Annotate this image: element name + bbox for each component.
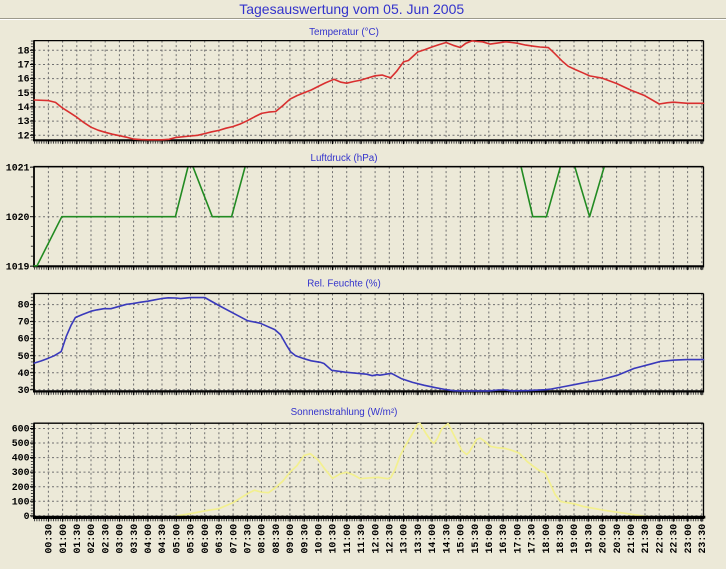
svg-text:400: 400 (12, 453, 30, 464)
svg-text:10:00: 10:00 (314, 524, 325, 554)
svg-text:09:30: 09:30 (299, 524, 310, 554)
svg-text:200: 200 (12, 482, 30, 493)
svg-text:80: 80 (18, 300, 30, 311)
svg-text:1020: 1020 (6, 212, 30, 223)
svg-text:01:00: 01:00 (58, 524, 69, 554)
svg-text:05:30: 05:30 (186, 524, 197, 554)
svg-text:Rel. Feuchte (%): Rel. Feuchte (%) (307, 278, 381, 289)
svg-text:13:30: 13:30 (413, 524, 424, 554)
svg-text:30: 30 (18, 385, 30, 396)
svg-text:02:00: 02:00 (86, 524, 97, 554)
svg-text:04:30: 04:30 (157, 524, 168, 554)
svg-text:12: 12 (18, 130, 30, 141)
svg-text:70: 70 (18, 317, 30, 328)
svg-text:01:30: 01:30 (72, 524, 83, 554)
svg-text:08:30: 08:30 (271, 524, 282, 554)
svg-text:20:30: 20:30 (612, 524, 623, 554)
svg-text:15:00: 15:00 (456, 524, 467, 554)
svg-text:17: 17 (18, 60, 30, 71)
svg-text:21:00: 21:00 (626, 524, 637, 554)
svg-text:Tagesauswertung vom 05. Jun 20: Tagesauswertung vom 05. Jun 2005 (239, 1, 464, 17)
svg-text:16:00: 16:00 (484, 524, 495, 554)
svg-text:18:30: 18:30 (555, 524, 566, 554)
svg-text:05:00: 05:00 (171, 524, 182, 554)
svg-text:1019: 1019 (6, 261, 30, 272)
svg-text:03:30: 03:30 (129, 524, 140, 554)
svg-text:07:30: 07:30 (243, 524, 254, 554)
svg-text:11:30: 11:30 (356, 524, 367, 554)
svg-text:21:30: 21:30 (640, 524, 651, 554)
svg-text:19:30: 19:30 (583, 524, 594, 554)
svg-text:07:00: 07:00 (228, 524, 239, 554)
svg-text:17:00: 17:00 (512, 524, 523, 554)
svg-text:14: 14 (18, 102, 30, 113)
svg-text:600: 600 (12, 424, 30, 435)
svg-text:11:00: 11:00 (342, 524, 353, 554)
svg-text:09:00: 09:00 (285, 524, 296, 554)
svg-text:100: 100 (12, 496, 30, 507)
svg-text:02:30: 02:30 (100, 524, 111, 554)
svg-text:23:30: 23:30 (697, 524, 708, 554)
svg-text:23:00: 23:00 (683, 524, 694, 554)
svg-text:15:30: 15:30 (470, 524, 481, 554)
svg-text:12:30: 12:30 (385, 524, 396, 554)
svg-text:14:00: 14:00 (427, 524, 438, 554)
svg-text:03:00: 03:00 (115, 524, 126, 554)
svg-text:16: 16 (18, 74, 30, 85)
svg-text:60: 60 (18, 334, 30, 345)
svg-text:13:00: 13:00 (399, 524, 410, 554)
svg-text:10:30: 10:30 (328, 524, 339, 554)
svg-text:500: 500 (12, 438, 30, 449)
svg-text:22:00: 22:00 (654, 524, 665, 554)
svg-text:Temperatur (°C): Temperatur (°C) (309, 27, 379, 38)
svg-text:17:30: 17:30 (527, 524, 538, 554)
svg-text:00:30: 00:30 (44, 524, 55, 554)
svg-text:15: 15 (18, 88, 30, 99)
svg-text:08:00: 08:00 (257, 524, 268, 554)
svg-text:06:00: 06:00 (200, 524, 211, 554)
svg-text:Luftdruck (hPa): Luftdruck (hPa) (311, 153, 378, 164)
svg-text:14:30: 14:30 (441, 524, 452, 554)
svg-text:1021: 1021 (6, 162, 30, 173)
svg-text:19:00: 19:00 (569, 524, 580, 554)
svg-text:06:30: 06:30 (214, 524, 225, 554)
svg-text:300: 300 (12, 467, 30, 478)
svg-text:0: 0 (24, 511, 30, 522)
svg-text:22:30: 22:30 (669, 524, 680, 554)
svg-text:18:00: 18:00 (541, 524, 552, 554)
svg-text:Sonnenstrahlung (W/m²): Sonnenstrahlung (W/m²) (291, 407, 398, 418)
svg-text:40: 40 (18, 368, 30, 379)
svg-text:18: 18 (18, 45, 30, 56)
svg-text:16:30: 16:30 (498, 524, 509, 554)
svg-text:20:00: 20:00 (598, 524, 609, 554)
svg-text:04:00: 04:00 (143, 524, 154, 554)
svg-text:50: 50 (18, 351, 30, 362)
svg-text:13: 13 (18, 116, 30, 127)
svg-text:12:00: 12:00 (370, 524, 381, 554)
